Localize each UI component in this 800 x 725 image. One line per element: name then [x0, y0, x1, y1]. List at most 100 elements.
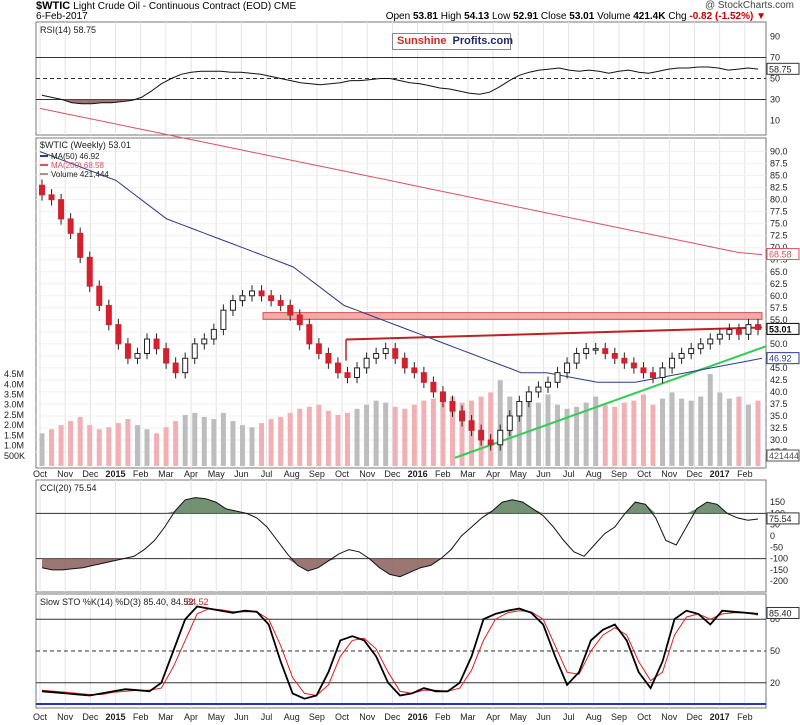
volume-bar — [745, 404, 751, 466]
x-tick-label-mid: Nov — [359, 469, 376, 479]
volume-bar — [259, 423, 265, 466]
candle-body — [411, 367, 418, 374]
candle-body — [544, 381, 551, 388]
close-label: Close — [540, 11, 567, 22]
volume-bar — [535, 402, 541, 466]
y-tick-label: 90 — [770, 32, 780, 42]
right-value-label: 46.92 — [769, 354, 792, 364]
candle-body — [239, 295, 246, 302]
volume-bar — [583, 402, 589, 466]
volume-bar — [268, 419, 274, 466]
candle-body — [344, 372, 351, 378]
volume-bar — [335, 414, 341, 466]
price-y-tick: 37.5 — [770, 399, 788, 409]
candle-body — [86, 256, 93, 287]
volume-bar — [612, 406, 618, 466]
x-tick-label-bottom: Mar — [460, 712, 476, 722]
y-tick-label: 0 — [770, 531, 775, 541]
volume-y-tick: 3.0M — [4, 400, 24, 410]
volume-bar — [230, 421, 236, 466]
x-tick-label-mid: Oct — [33, 469, 48, 479]
candle-body — [325, 352, 332, 364]
x-tick-label-bottom: Dec — [384, 712, 401, 722]
x-tick-label-bottom: May — [510, 712, 528, 722]
x-tick-label-mid: Apr — [184, 469, 198, 479]
candle-body — [124, 343, 131, 359]
x-tick-label-mid: Sep — [309, 469, 325, 479]
volume-bar — [344, 412, 350, 466]
price-y-tick: 60.0 — [770, 291, 788, 301]
candle-body — [153, 338, 160, 350]
candle-body — [449, 401, 456, 412]
price-y-tick: 70.0 — [770, 243, 788, 253]
volume-bar — [497, 380, 503, 466]
candle-body — [220, 309, 227, 330]
candle-body — [516, 401, 523, 417]
price-y-tick: 32.5 — [770, 423, 788, 433]
candle-body — [688, 348, 695, 354]
volume-bar — [58, 425, 64, 466]
candle-body — [755, 324, 761, 330]
volume-bar — [373, 400, 379, 466]
candle-body — [382, 348, 389, 354]
candle-body — [611, 352, 618, 359]
candle-body — [659, 367, 666, 378]
x-tick-label-bottom: 2015 — [106, 712, 126, 722]
x-tick-label-mid: Jun — [234, 469, 249, 479]
x-tick-label-mid: Jul — [261, 469, 273, 479]
candle-body — [96, 285, 103, 306]
candle-body — [602, 348, 609, 354]
candle-body — [354, 367, 361, 378]
badge-left: Sunshine — [397, 35, 447, 47]
right-value-badge — [766, 248, 800, 261]
x-tick-label-mid: Nov — [57, 469, 74, 479]
legend-entry: MA(50) 46.92 — [51, 152, 100, 161]
x-tick-label-bottom: Jun — [234, 712, 249, 722]
volume-bar — [688, 400, 694, 466]
volume-bar — [755, 400, 761, 466]
ma200-line — [39, 107, 763, 256]
x-tick-label-mid: May — [208, 469, 226, 479]
close-value: 53.01 — [569, 11, 595, 22]
x-tick-label-bottom: Oct — [335, 712, 350, 722]
volume-bar — [239, 425, 245, 466]
x-tick-label-bottom: Nov — [661, 712, 678, 722]
x-tick-label-mid: Feb — [133, 469, 149, 479]
resistance-line — [345, 326, 763, 341]
volume-bar — [726, 398, 732, 466]
candle-body — [115, 324, 122, 345]
candle-body — [459, 410, 466, 422]
down-arrow-icon: ▼ — [756, 11, 766, 22]
chg-value: -0.82 (-1.52%) — [689, 11, 754, 22]
candle-body — [306, 324, 313, 345]
sto-d-line — [41, 608, 759, 697]
sto-last-badge — [766, 606, 800, 619]
volume-bar — [211, 419, 217, 466]
oversold-fill — [42, 99, 758, 104]
cci-last-value: 75.54 — [769, 514, 792, 524]
ohlc-readout: Open 53.81 High 54.13 Low 52.91 Close 53… — [386, 11, 766, 22]
price-y-tick: 45.0 — [770, 363, 788, 373]
volume-bar — [450, 396, 456, 466]
x-tick-label-mid: 2017 — [710, 469, 730, 479]
volume-y-tick: 1.0M — [4, 441, 24, 451]
volume-bar — [297, 408, 303, 466]
open-label: Open — [385, 11, 411, 22]
volume-y-tick: 1.5M — [4, 430, 24, 440]
chart-header: $WTIC Light Crude Oil - Continuous Contr… — [0, 0, 800, 22]
x-tick-label-mid: Feb — [435, 469, 451, 479]
y-tick-label: -200 — [770, 576, 788, 586]
candle-body — [296, 314, 303, 326]
x-tick-label-mid: Nov — [661, 469, 678, 479]
x-tick-label-mid: Jul — [563, 469, 575, 479]
y-tick-label: 70 — [770, 53, 780, 63]
volume-label: Volume — [597, 11, 631, 22]
candle-body — [144, 338, 151, 354]
volume-bar — [68, 421, 74, 466]
candle-body — [439, 391, 446, 403]
volume-bar — [173, 421, 179, 466]
candle-body — [229, 300, 236, 311]
price-y-tick: 40.0 — [770, 387, 788, 397]
volume-bar — [144, 429, 150, 466]
